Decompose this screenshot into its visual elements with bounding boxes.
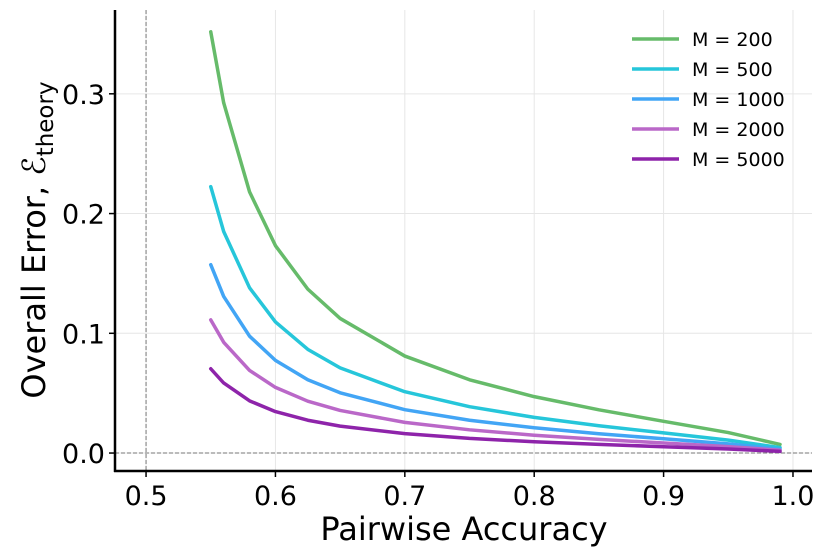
x-tick-label: 0.8 — [513, 481, 556, 512]
y-tick-label: 0.1 — [62, 319, 105, 350]
legend-label: M = 200 — [692, 29, 773, 51]
legend-label: M = 2000 — [692, 119, 785, 141]
legend-label: M = 500 — [692, 59, 773, 81]
x-tick-label: 1.0 — [772, 481, 815, 512]
y-axis-label-subscript: theory — [33, 81, 59, 156]
data-line — [209, 184, 782, 450]
data-line — [209, 318, 782, 453]
x-tick-label: 0.5 — [125, 481, 168, 512]
legend-label: M = 5000 — [692, 149, 785, 171]
data-line — [209, 366, 782, 454]
legend: M = 200 M = 500 M = 1000 M = 2000 M = 5000 — [632, 29, 785, 171]
x-tick-label: 0.6 — [254, 481, 297, 512]
data-line — [209, 30, 782, 447]
y-tick-label: 0.2 — [62, 200, 105, 231]
x-tick-label: 0.9 — [642, 481, 685, 512]
y-axis-label-main: Overall Error, ℰ — [15, 156, 53, 398]
x-axis-label: Pairwise Accuracy — [320, 510, 607, 548]
y-tick-label: 0.0 — [62, 439, 105, 470]
y-axis-label: Overall Error, ℰtheory — [15, 81, 59, 398]
y-tick-label: 0.3 — [62, 80, 105, 111]
x-tick-label: 0.7 — [383, 481, 426, 512]
data-line — [209, 262, 782, 451]
legend-label: M = 1000 — [692, 89, 785, 111]
